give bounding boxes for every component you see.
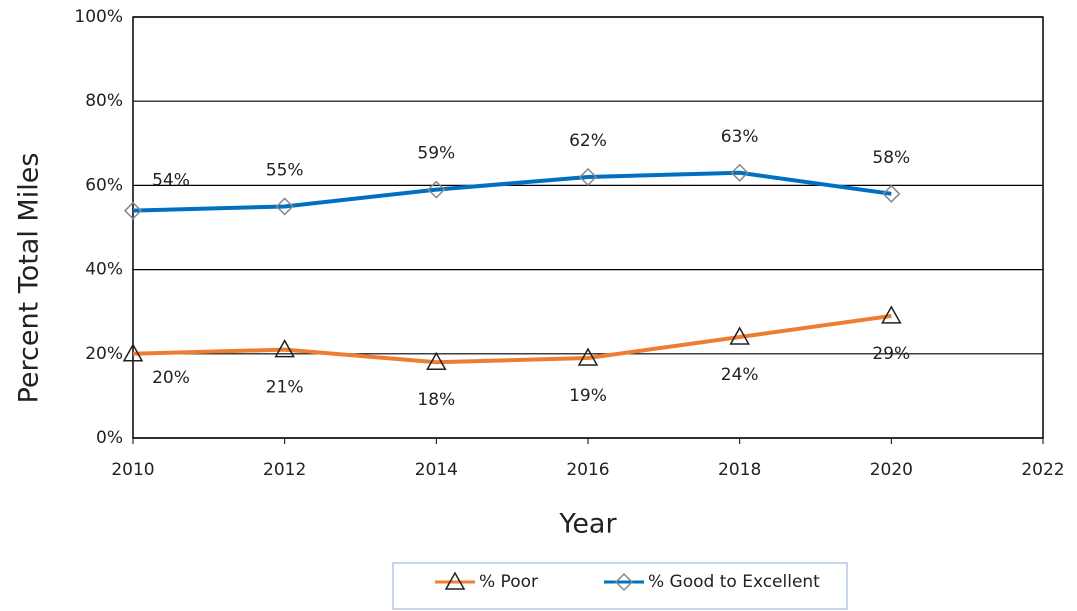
x-tick-label: 2020 [870,460,913,480]
data-label: 58% [872,148,910,168]
plot-border [132,16,1044,439]
x-tick-label: 2014 [415,460,458,480]
data-label: 18% [417,390,455,410]
marker [578,167,598,187]
series-line [132,170,892,213]
y-tick-label: 20% [85,344,123,364]
x-tick-label: 2012 [263,460,306,480]
y-tick-label: 100% [74,7,123,27]
data-label: 24% [721,365,759,385]
x-tick-label: 2022 [1021,460,1064,480]
y-tick-label: 80% [85,91,123,111]
x-axis-title: Year [558,509,617,540]
data-label: 62% [569,131,607,151]
data-label: 29% [872,344,910,364]
marker [275,197,294,216]
marker [122,343,144,362]
marker [123,201,143,220]
x-tick-label: 2018 [718,460,761,480]
y-tick-label: 40% [85,260,123,280]
marker [427,180,446,199]
marker [444,571,466,590]
y-axis-title: Percent Total Miles [14,153,45,404]
data-label: 21% [266,378,304,398]
y-tick-label: 0% [96,428,123,448]
marker [577,347,599,366]
data-label: 54% [152,171,190,191]
data-label: 55% [266,160,304,180]
x-tick-label: 2016 [566,460,609,480]
marker [882,184,901,203]
data-label: 20% [152,368,190,388]
marker [614,572,634,592]
marker [274,339,295,358]
marker [729,326,750,345]
data-label: 63% [721,127,759,147]
legend-label: % Poor [479,572,538,592]
data-label: 59% [417,144,455,164]
marker [881,305,902,324]
legend-label: % Good to Excellent [648,572,820,592]
marker [426,351,447,370]
data-label: 19% [569,386,607,406]
x-tick-label: 2010 [111,460,154,480]
series-line [132,313,892,365]
y-tick-label: 60% [85,175,123,195]
marker [730,163,749,182]
